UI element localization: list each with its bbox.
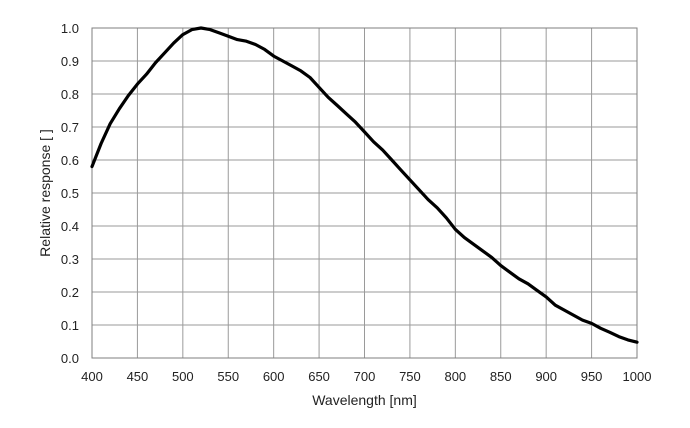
y-tick-label: 0.2 [61, 285, 79, 300]
x-tick-label: 550 [217, 369, 239, 384]
plot-frame [91, 27, 638, 359]
x-tick-labels: 400 450 500 550 600 650 700 750 800 850 900 950 1000 [81, 369, 651, 384]
y-tick-label: 1.0 [61, 21, 79, 36]
x-tick-label: 1000 [623, 369, 652, 384]
x-tick-label: 800 [444, 369, 466, 384]
y-tick-label: 0.8 [61, 87, 79, 102]
y-axis-label: Relative response [ ] [37, 129, 53, 257]
x-tick-label: 450 [127, 369, 149, 384]
grid [91, 27, 638, 359]
y-tick-label: 0.6 [61, 153, 79, 168]
y-tick-label: 0.1 [61, 318, 79, 333]
x-tick-label: 400 [81, 369, 103, 384]
y-tick-label: 0.9 [61, 54, 79, 69]
y-tick-labels: 0.0 0.1 0.2 0.3 0.4 0.5 0.6 0.7 0.8 0.9 1.0 [61, 21, 79, 366]
series-group [90, 26, 639, 344]
y-tick-label: 0.0 [61, 351, 79, 366]
y-tick-label: 0.7 [61, 120, 79, 135]
y-tick-label: 0.4 [61, 219, 79, 234]
y-tick-label: 0.5 [61, 186, 79, 201]
x-tick-label: 750 [399, 369, 421, 384]
x-tick-label: 850 [490, 369, 512, 384]
x-tick-label: 900 [535, 369, 557, 384]
x-tick-label: 950 [581, 369, 603, 384]
x-axis-label: Wavelength [nm] [312, 392, 417, 408]
y-tick-label: 0.3 [61, 252, 79, 267]
series-line [90, 26, 639, 344]
x-tick-label: 700 [354, 369, 376, 384]
x-tick-label: 600 [263, 369, 285, 384]
x-tick-label: 500 [172, 369, 194, 384]
x-tick-label: 650 [308, 369, 330, 384]
